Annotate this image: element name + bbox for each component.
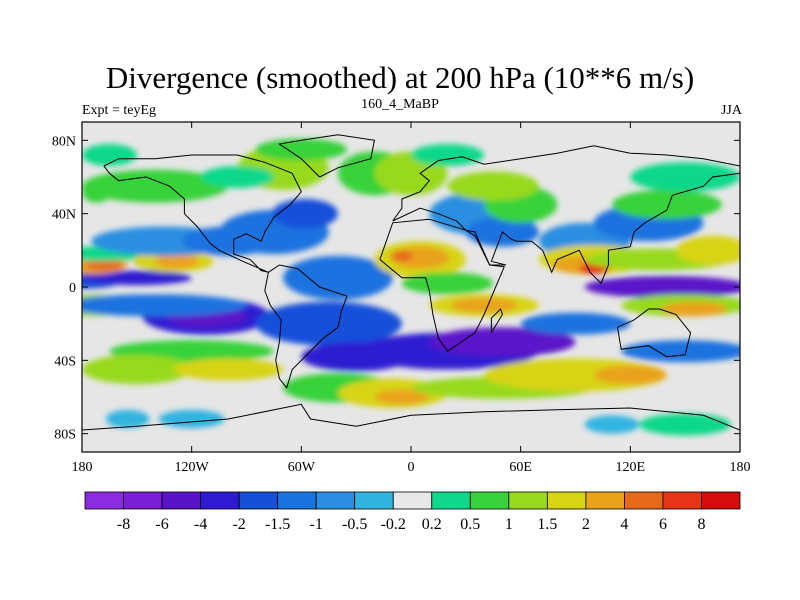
field-blob: [447, 171, 539, 201]
field-blob: [621, 340, 740, 363]
colorbar-swatch: [546, 491, 587, 510]
field-blob: [272, 199, 338, 229]
field-blob: [82, 354, 192, 385]
colorbar-label: 1: [505, 516, 513, 533]
colorbar-swatch: [84, 491, 124, 510]
coastline: [278, 134, 375, 178]
field-blob: [411, 144, 485, 166]
divergence-field: [82, 138, 740, 436]
colorbar-label: -1: [310, 516, 323, 533]
coastlines: [82, 134, 740, 431]
season-label: JJA: [720, 103, 742, 118]
lon-tick-label: 0: [408, 460, 415, 475]
colorbar-label: 1.5: [537, 516, 557, 533]
coastline: [392, 145, 740, 285]
lon-tick-label: 60W: [288, 460, 316, 475]
colorbar-swatch: [624, 491, 664, 510]
colorbar-swatch: [585, 491, 625, 510]
colorbar-swatch: [277, 491, 317, 510]
colorbar-swatch: [392, 491, 433, 510]
colorbar-label: -4: [194, 516, 207, 533]
field-blob: [82, 169, 229, 203]
field-blob: [630, 162, 740, 192]
coastline: [490, 308, 503, 334]
colorbar-label: -2: [232, 516, 245, 533]
colorbar-label: -1.5: [265, 516, 290, 533]
coastline: [617, 308, 692, 358]
colorbar-label: 8: [697, 516, 705, 533]
field-blob: [200, 166, 274, 188]
colorbar-swatch: [431, 491, 471, 510]
colorbar-label: -0.5: [342, 516, 367, 533]
field-blob: [82, 144, 137, 166]
colorbar-swatch: [662, 491, 702, 510]
field-blob: [82, 180, 112, 203]
field-blob: [429, 327, 576, 357]
colorbar-swatch: [123, 491, 163, 510]
colorbar-swatch: [238, 491, 279, 510]
lon-tick-label: 180: [72, 460, 93, 475]
field-blob: [401, 272, 494, 295]
field-blob: [173, 358, 284, 381]
coastline: [103, 154, 302, 273]
colorbar-label: -6: [155, 516, 168, 533]
colorbar-swatch: [508, 491, 548, 510]
field-blob: [639, 413, 731, 436]
field-blob: [283, 255, 393, 300]
lon-tick-label: 180: [730, 460, 751, 475]
colorbar-label: 2: [582, 516, 590, 533]
lon-tick-label: 120W: [175, 460, 210, 475]
lon-tick-label: 60E: [509, 460, 532, 475]
lat-tick-label: 80S: [54, 428, 76, 443]
field-blob: [390, 250, 413, 262]
colorbar-swatch: [315, 491, 356, 510]
field-blob: [661, 301, 728, 317]
lat-tick-label: 0: [69, 281, 76, 296]
colorbar-label: -8: [117, 516, 130, 533]
lon-tick-label: 120E: [616, 460, 646, 475]
colorbar-swatch: [354, 491, 394, 510]
lat-tick-label: 40N: [52, 208, 76, 223]
field-blob: [255, 301, 402, 346]
field-blob: [255, 138, 348, 161]
lat-tick-label: 80N: [52, 134, 76, 149]
field-blob: [105, 409, 150, 429]
field-blob: [612, 189, 722, 220]
field-blob: [155, 254, 199, 269]
field-blob: [82, 294, 247, 317]
colorbar-swatch: [469, 491, 510, 510]
colorbar-swatch: [161, 491, 201, 510]
field-blob: [374, 389, 430, 405]
plot-title: Divergence (smoothed) at 200 hPa (10**6 …: [105, 60, 695, 95]
colorbar-label: 6: [659, 516, 667, 533]
field-blob: [85, 259, 123, 271]
coastline: [264, 264, 348, 389]
colorbar-swatch: [200, 491, 240, 510]
field-blob: [520, 312, 631, 335]
field-blob: [158, 409, 225, 429]
field-blob: [82, 270, 192, 286]
field-blob: [451, 298, 518, 313]
colorbar: -8 -6 -4 -2 -1.5 -1 -0.5 -0.2 0.2 0.5 1 1.5 2 4 6 8: [84, 491, 741, 533]
colorbar-label: 0.2: [422, 516, 442, 533]
coastline: [82, 403, 740, 431]
field-blob: [584, 276, 740, 298]
field-blob: [676, 235, 740, 265]
experiment-label: Expt = teyEg: [82, 103, 156, 118]
coastline: [379, 218, 505, 352]
axis-ticks: 180 120W 60W 0 60E 120E 180 80N 40N 0 40S 80S: [52, 122, 751, 475]
colorbar-swatch: [701, 491, 741, 510]
colorbar-label: 0.5: [460, 516, 480, 533]
field-blob: [584, 415, 640, 434]
colorbar-label: -0.2: [381, 516, 406, 533]
lat-tick-label: 40S: [54, 354, 76, 369]
colorbar-label: 4: [620, 516, 628, 533]
field-blob: [593, 365, 667, 385]
period-label: 160_4_MaBP: [361, 97, 439, 112]
